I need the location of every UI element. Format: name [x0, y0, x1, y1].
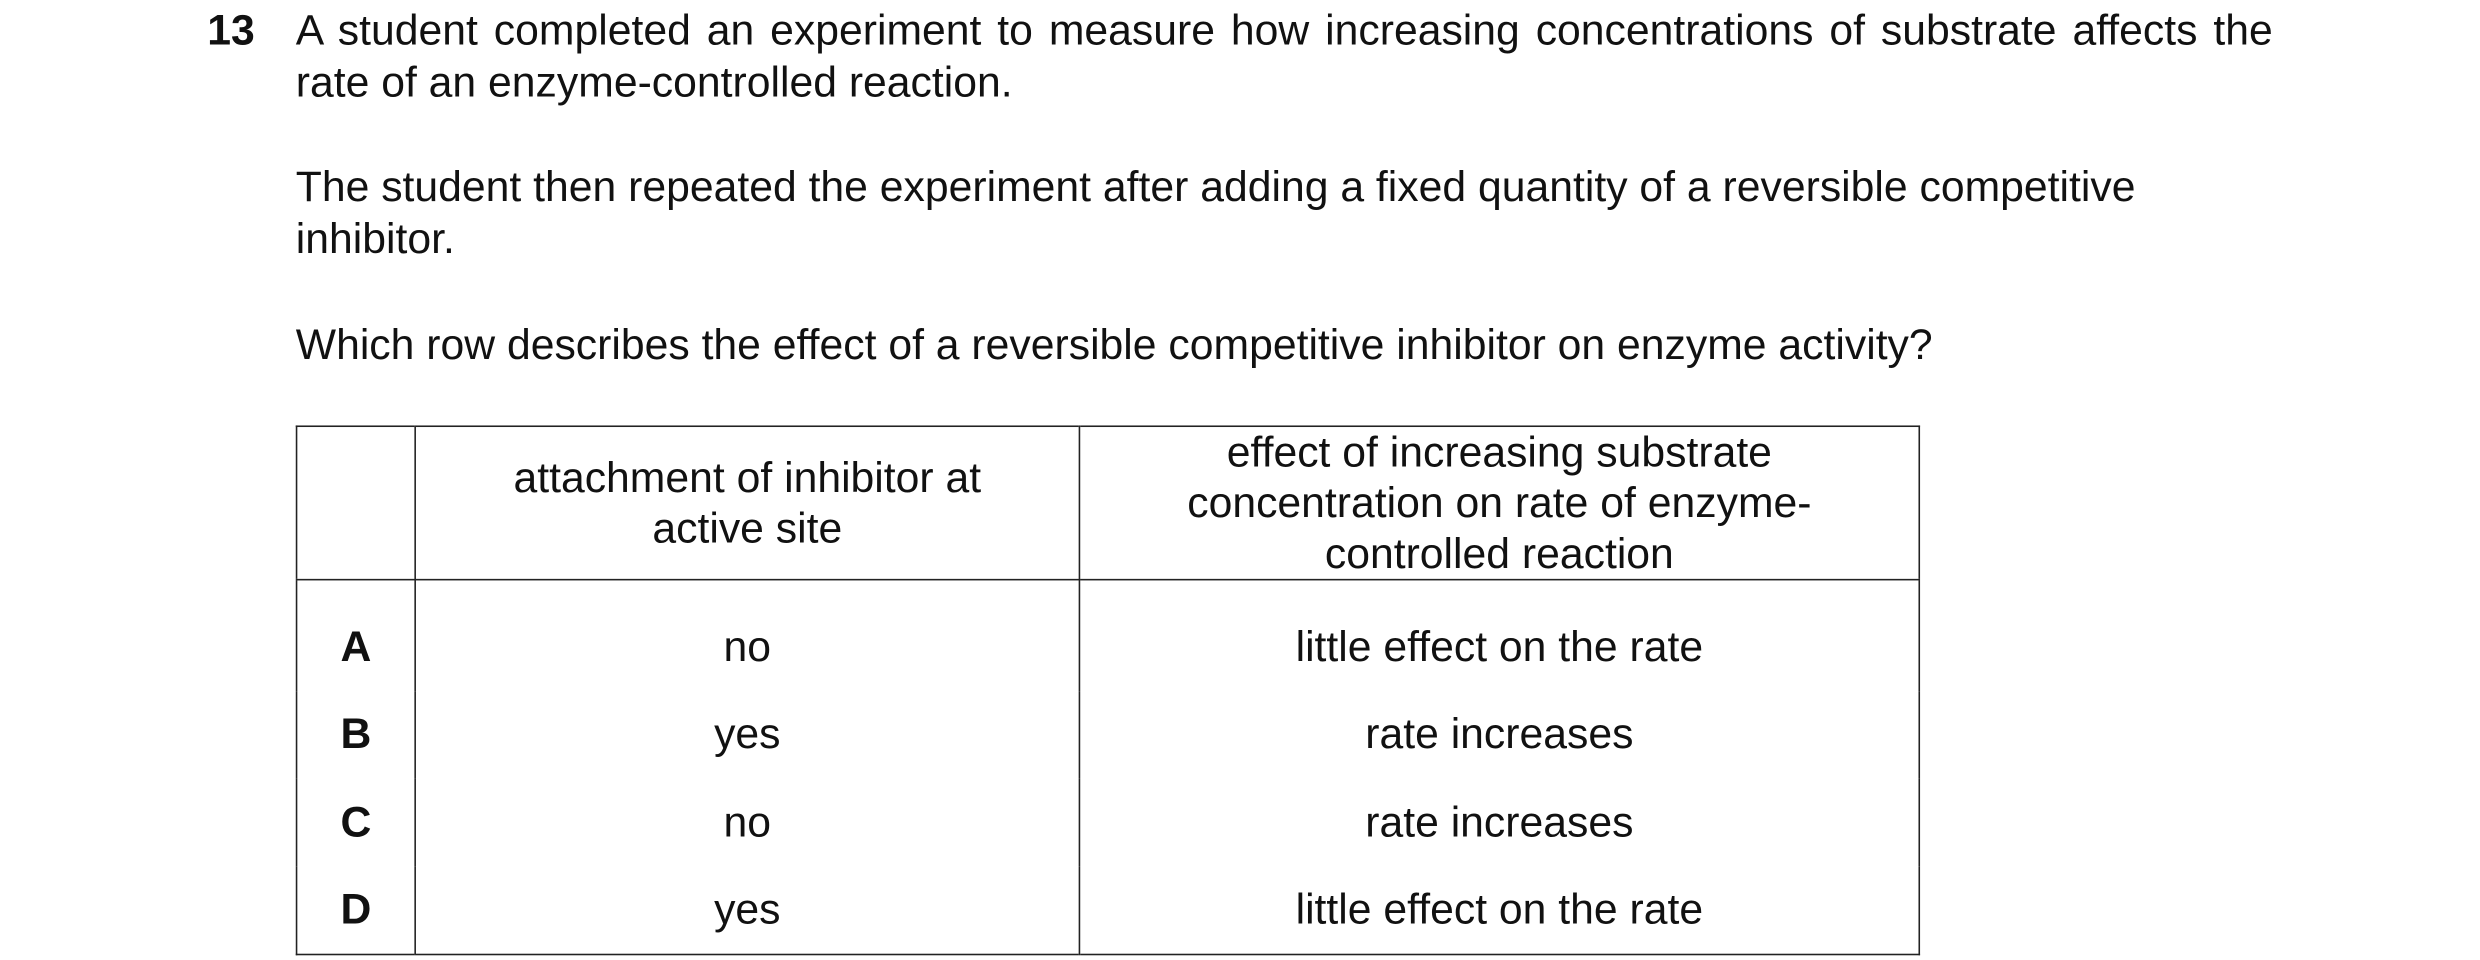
- option-letter: B: [296, 690, 416, 779]
- option-cell: rate increases: [1365, 798, 1634, 846]
- option-cell: no: [415, 778, 1081, 866]
- option-cell: rate increases: [1365, 710, 1634, 758]
- option-cell: yes: [415, 690, 1081, 779]
- question-text: The student then repeated the experiment…: [295, 162, 2136, 263]
- answer-table: attachment of inhibitor at active site e…: [295, 425, 1921, 956]
- table-head: attachment of inhibitor at active site e…: [296, 426, 1920, 581]
- header-cell: attachment of inhibitor at active site: [415, 426, 1081, 581]
- header-cell: effect of increasing substrate concentra…: [1079, 426, 1920, 581]
- option-letter: C: [296, 778, 416, 866]
- option-cell: no: [415, 579, 1081, 691]
- option-cell: little effect on the rate: [1295, 886, 1704, 934]
- header-row: attachment of inhibitor at active site e…: [296, 426, 1920, 581]
- question-number: 13: [207, 6, 255, 54]
- option-cell: little effect on the rate: [1295, 622, 1704, 671]
- option-letter: A: [296, 579, 416, 691]
- option-cell: yes: [415, 865, 1081, 955]
- header-cell: [296, 426, 416, 581]
- question-text: A student completed an experiment to mea…: [295, 6, 2273, 106]
- question-prompt: Which row describes the effect of a reve…: [295, 321, 1933, 369]
- option-letter: D: [296, 865, 416, 955]
